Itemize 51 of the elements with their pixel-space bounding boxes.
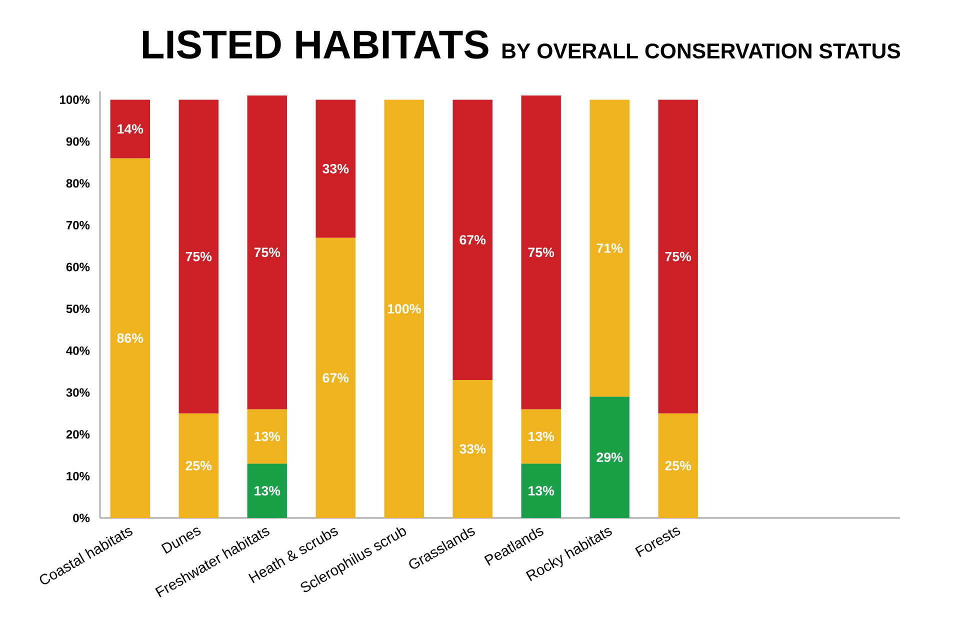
data-label: 29% xyxy=(596,452,623,462)
bar xyxy=(178,413,218,518)
bar xyxy=(452,380,492,518)
y-tick-label: 20% xyxy=(66,430,90,439)
data-label: 13% xyxy=(254,486,280,496)
bar xyxy=(316,238,356,518)
data-label: 67% xyxy=(460,235,486,245)
bar xyxy=(521,464,561,518)
bar xyxy=(452,100,492,380)
bar xyxy=(521,96,561,410)
data-label: 71% xyxy=(596,243,623,253)
y-tick-label: 30% xyxy=(66,388,90,397)
data-label: 13% xyxy=(528,432,554,442)
data-label: 86% xyxy=(117,333,144,343)
bar xyxy=(178,100,218,414)
bar xyxy=(658,413,698,518)
y-tick-label: 100% xyxy=(60,95,90,104)
data-label: 67% xyxy=(322,373,349,383)
data-label: 75% xyxy=(665,252,692,262)
bar xyxy=(110,100,150,158)
y-tick-label: 50% xyxy=(66,304,90,314)
bar xyxy=(384,100,424,518)
bar xyxy=(247,96,287,410)
bar xyxy=(590,100,630,397)
data-label: 25% xyxy=(665,460,692,470)
bar xyxy=(247,409,287,464)
bar xyxy=(658,100,698,414)
bar xyxy=(247,464,287,518)
y-tick-label: 0% xyxy=(73,514,90,522)
y-tick-label: 60% xyxy=(66,262,90,272)
data-label: 75% xyxy=(528,248,554,258)
data-label: 33% xyxy=(322,164,349,174)
data-label: 75% xyxy=(254,248,280,258)
y-tick-label: 40% xyxy=(66,346,90,355)
y-tick-label: 80% xyxy=(66,179,90,188)
y-tick-label: 10% xyxy=(66,472,90,480)
bar xyxy=(521,409,561,464)
data-label: 75% xyxy=(186,252,212,262)
y-tick-label: 90% xyxy=(66,137,90,146)
data-label: 100% xyxy=(388,304,421,314)
data-label: 14% xyxy=(118,124,144,134)
bar xyxy=(316,100,356,238)
bar xyxy=(110,158,150,518)
y-tick-label: 70% xyxy=(66,220,90,230)
data-label: 25% xyxy=(186,460,212,470)
data-label: 13% xyxy=(254,432,280,442)
data-label: 13% xyxy=(528,486,554,496)
bar xyxy=(590,396,630,518)
chart-subtitle: BY OVERALL CONSERVATION STATUS xyxy=(502,43,900,59)
data-label: 33% xyxy=(460,444,486,454)
chart-title: LISTED HABITATS xyxy=(142,30,488,59)
